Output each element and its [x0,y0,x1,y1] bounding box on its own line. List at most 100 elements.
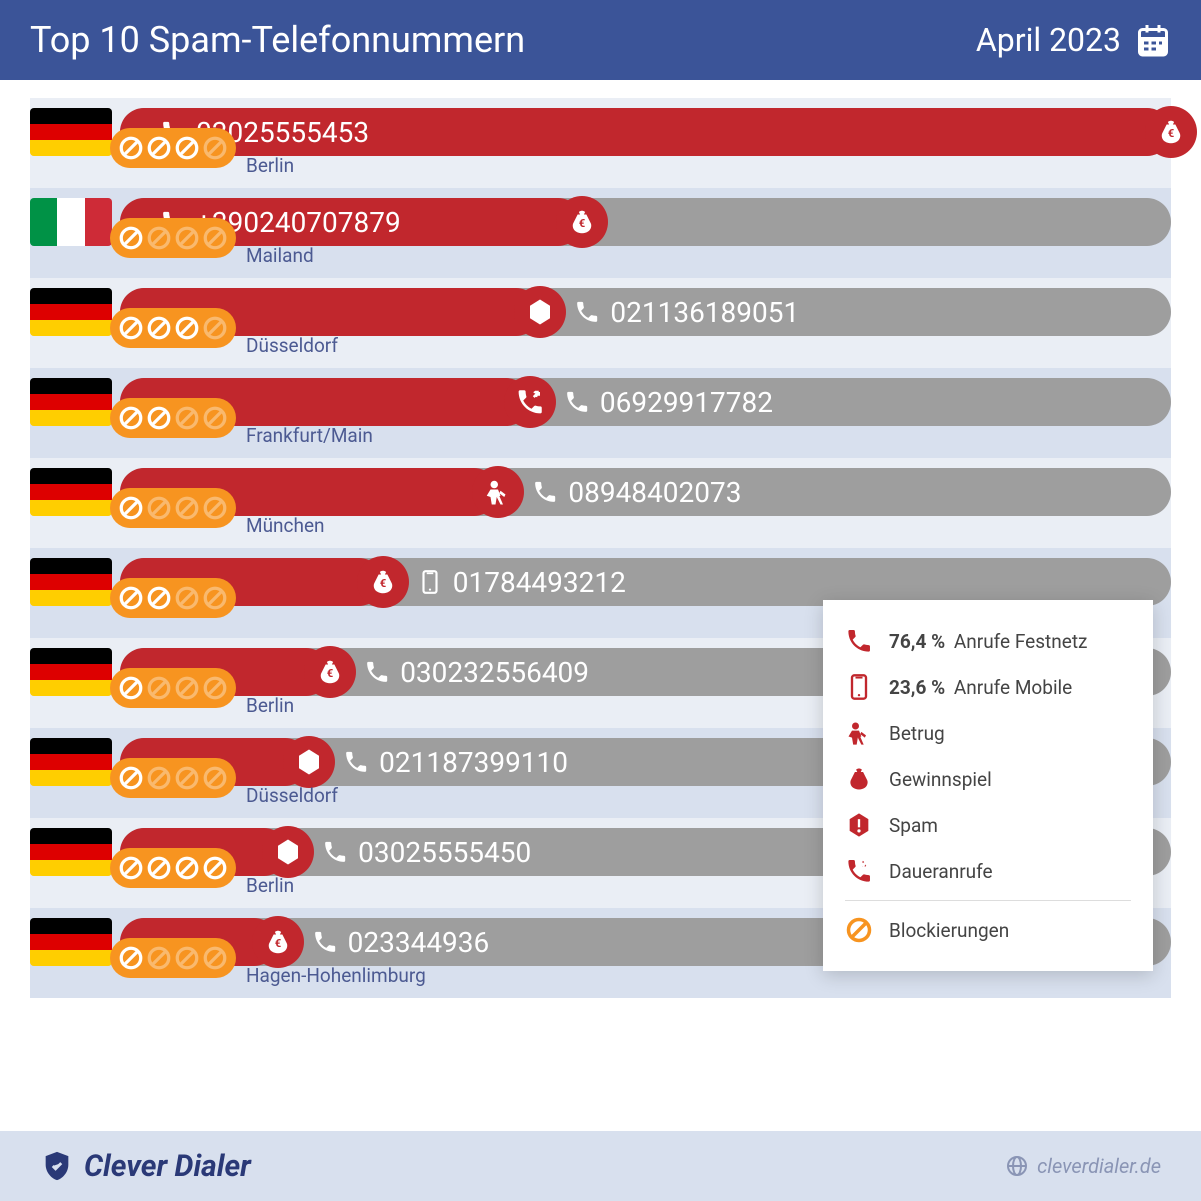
block-icon [174,225,200,251]
block-icon [118,405,144,431]
block-icon [174,675,200,701]
block-icon [202,945,228,971]
phone-number: 08948402073 [568,476,741,509]
footer: Clever Dialer cleverdialer.de [0,1131,1201,1201]
legend-block-label: Blockierungen [889,919,1009,942]
city-label: München [246,514,325,537]
block-badges [110,128,236,168]
block-icon [146,315,172,341]
block-icon [118,675,144,701]
block-icon [118,315,144,341]
phone-icon [312,929,338,955]
block-icon [202,135,228,161]
phone-number: 01784493212 [453,566,626,599]
legend-betrug: Betrug [845,710,1131,756]
fraud-icon [845,719,873,747]
block-icon [174,315,200,341]
city-label: Düsseldorf [246,334,338,357]
legend-spam-label: Spam [889,814,938,837]
block-icon [146,585,172,611]
mobile-icon [417,569,443,595]
header: Top 10 Spam-Telefonnummern April 2023 [0,0,1201,80]
legend-box: 76,4 % Anrufe Festnetz 23,6 % Anrufe Mob… [823,600,1153,971]
city-label: Berlin [246,694,294,717]
city-label: Düsseldorf [246,784,338,807]
italy-flag [30,198,112,246]
spam-row: +390240707879Mailand [30,188,1171,278]
calendar-icon [1135,22,1171,58]
block-icon [202,315,228,341]
germany-flag [30,108,112,156]
spam-row: 06929917782 Frankfurt/Main [30,368,1171,458]
legend-festnetz: 76,4 % Anrufe Festnetz [845,618,1131,664]
block-badges [110,578,236,618]
block-icon [202,765,228,791]
category-badge [283,736,335,788]
legend-dauer-label: Daueranrufe [889,860,993,883]
block-icon [146,405,172,431]
germany-flag [30,738,112,786]
phone-icon [343,749,369,775]
category-badge [357,556,409,608]
city-label: Berlin [246,154,294,177]
spam-row: 021136189051 Düsseldorf [30,278,1171,368]
block-icon [146,675,172,701]
legend-spam: Spam [845,802,1131,848]
block-icon [174,135,200,161]
legend-betrug-label: Betrug [889,722,945,745]
phone-icon [564,389,590,415]
block-icon [146,495,172,521]
block-icon [202,495,228,521]
legend-gewinn-label: Gewinnspiel [889,768,992,791]
block-icon [118,495,144,521]
number-wrap: 06929917782 [564,378,773,426]
legend-block: Blockierungen [845,907,1131,953]
city-label: Mailand [246,244,314,267]
germany-flag [30,648,112,696]
number-wrap: 01784493212 [417,558,626,606]
phone-number: 021136189051 [610,296,799,329]
phone-icon [845,627,873,655]
phone-icon [322,839,348,865]
block-badges [110,938,236,978]
spam-row: 08948402073 München [30,458,1171,548]
phone-number: 021187399110 [379,746,568,779]
number-wrap: 03025555450 [322,828,531,876]
block-icon [845,916,873,944]
block-icon [146,765,172,791]
header-title: Top 10 Spam-Telefonnummern [30,19,525,61]
phone-number: 023344936 [348,926,490,959]
city-label: Hagen-Hohenlimburg [246,964,426,987]
phone-number: 03025555450 [358,836,531,869]
city-label: Frankfurt/Main [246,424,373,447]
legend-mobile-pct: 23,6 % [889,676,945,699]
germany-flag [30,918,112,966]
phone-icon [532,479,558,505]
germany-flag [30,558,112,606]
block-icon [174,405,200,431]
category-badge [252,916,304,968]
phone-number: 06929917782 [600,386,773,419]
number-wrap: 030232556409 [364,648,589,696]
block-icon [202,855,228,881]
shield-icon [40,1149,74,1183]
block-icon [118,765,144,791]
germany-flag [30,468,112,516]
legend-festnetz-label: Anrufe Festnetz [954,630,1088,653]
category-badge [472,466,524,518]
header-date-text: April 2023 [976,21,1121,59]
germany-flag [30,288,112,336]
category-badge [304,646,356,698]
block-icon [174,585,200,611]
germany-flag [30,828,112,876]
block-icon [174,945,200,971]
footer-brand-text: Clever Dialer [84,1149,251,1184]
block-icon [202,675,228,701]
block-icon [118,225,144,251]
block-icon [118,855,144,881]
category-badge [262,826,314,878]
category-badge [504,376,556,428]
category-badge [1145,106,1197,158]
block-badges [110,848,236,888]
block-badges [110,218,236,258]
